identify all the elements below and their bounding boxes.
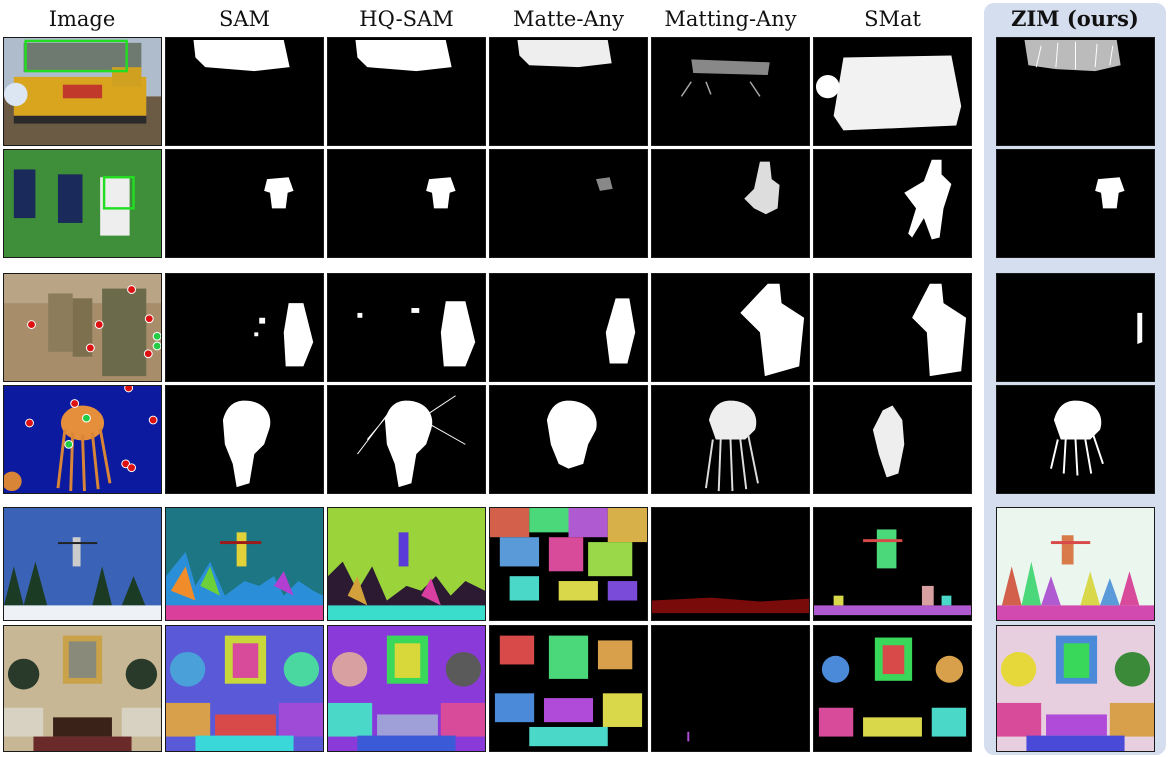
column-header-image: Image: [48, 7, 116, 31]
mask-matteany-soccer: [489, 149, 648, 258]
mask-mattingany-soccer: [651, 149, 810, 258]
column-header-hqsam: HQ-SAM: [359, 7, 454, 31]
input-image-train: [3, 37, 162, 146]
mask-zim-skier: [996, 507, 1155, 621]
mask-hqsam-soccer: [327, 149, 486, 258]
mask-zim-jellyfish: [996, 385, 1155, 494]
mask-smat-skier: [813, 507, 972, 621]
mask-sam-train: [165, 37, 324, 146]
column-header-matteany: Matte-Any: [513, 7, 624, 31]
mask-smat-jellyfish: [813, 385, 972, 494]
mask-matteany-soldiers: [489, 273, 648, 382]
mask-zim-soccer: [996, 149, 1155, 258]
mask-matteany-train: [489, 37, 648, 146]
column-header-sam: SAM: [218, 7, 271, 31]
mask-smat-soldiers: [813, 273, 972, 382]
mask-mattingany-train: [651, 37, 810, 146]
column-header-mattingany: Matting-Any: [664, 7, 797, 31]
mask-zim-soldiers: [996, 273, 1155, 382]
mask-hqsam-soldiers: [327, 273, 486, 382]
mask-hqsam-jellyfish: [327, 385, 486, 494]
mask-sam-soccer: [165, 149, 324, 258]
mask-sam-living-room: [165, 625, 324, 752]
mask-smat-living-room: [813, 625, 972, 752]
mask-smat-soccer: [813, 149, 972, 258]
input-image-living-room: [3, 625, 162, 752]
mask-sam-soldiers: [165, 273, 324, 382]
mask-hqsam-train: [327, 37, 486, 146]
mask-sam-jellyfish: [165, 385, 324, 494]
input-image-jellyfish: [3, 385, 162, 494]
mask-zim-train: [996, 37, 1155, 146]
mask-mattingany-skier: [651, 507, 810, 621]
mask-hqsam-skier: [327, 507, 486, 621]
mask-matteany-jellyfish: [489, 385, 648, 494]
mask-hqsam-living-room: [327, 625, 486, 752]
mask-matteany-living-room: [489, 625, 648, 752]
mask-mattingany-soldiers: [651, 273, 810, 382]
input-image-skier: [3, 507, 162, 621]
column-header-smat: SMat: [864, 7, 921, 31]
box-prompt: [102, 176, 135, 210]
input-image-soccer: [3, 149, 162, 258]
mask-mattingany-living-room: [651, 625, 810, 752]
mask-smat-train: [813, 37, 972, 146]
input-image-soldiers: [3, 273, 162, 382]
box-prompt: [24, 39, 128, 73]
mask-zim-living-room: [996, 625, 1155, 752]
mask-mattingany-jellyfish: [651, 385, 810, 494]
column-header-zim: ZIM (ours): [1011, 6, 1139, 31]
mask-sam-skier: [165, 507, 324, 621]
mask-matteany-skier: [489, 507, 648, 621]
